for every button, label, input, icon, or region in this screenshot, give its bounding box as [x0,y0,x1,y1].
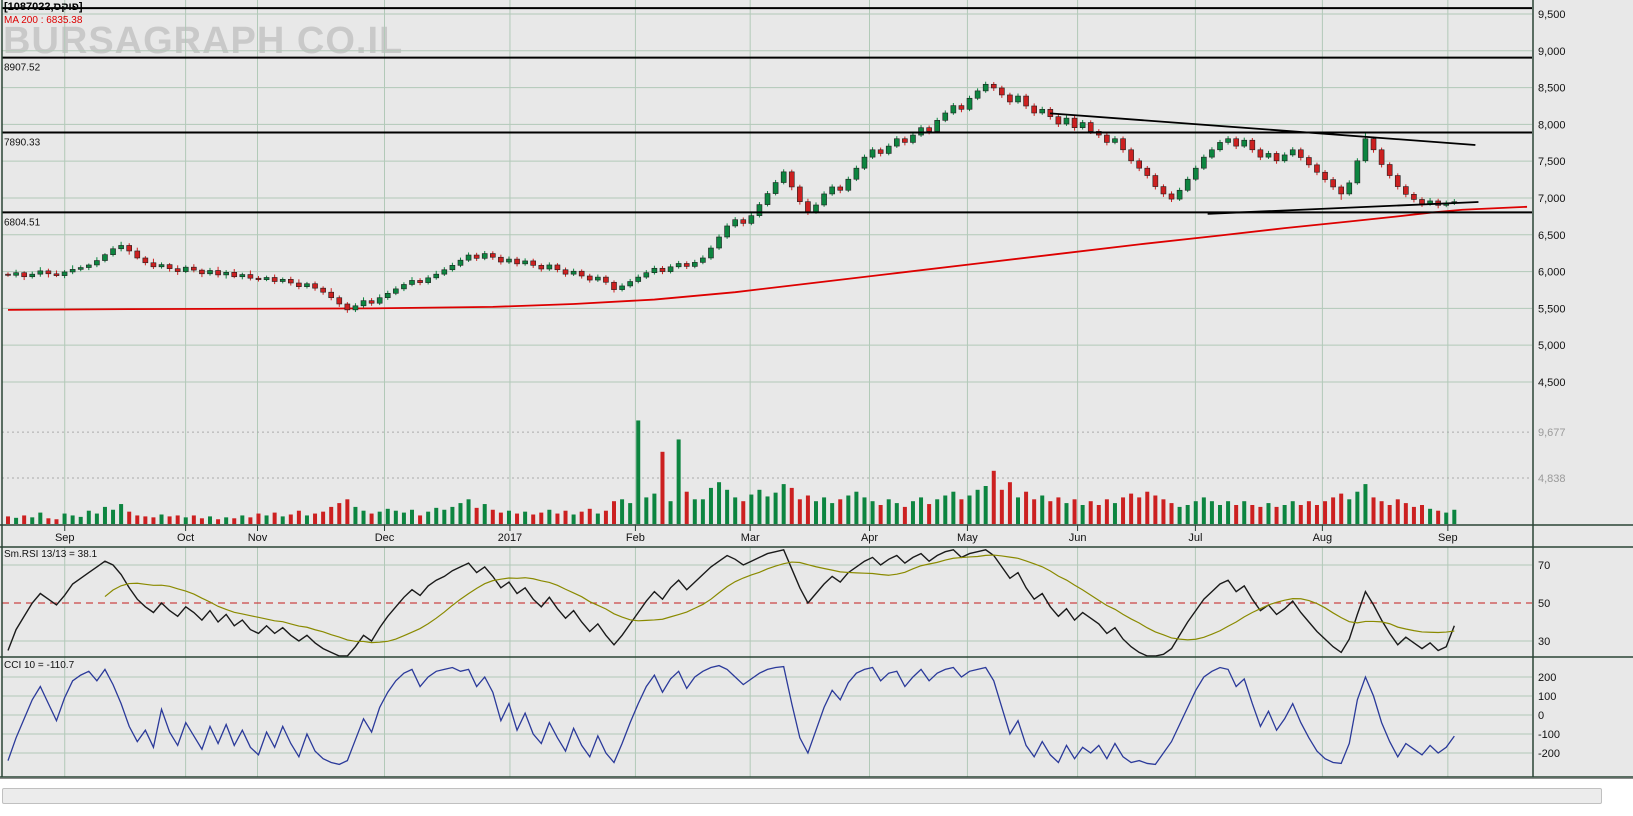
month-label: Sep [55,532,75,544]
axis-labels: 9,500 9,000 8,500 8,000 7,500 7,000 6,500 6,000… [55,9,1566,760]
hline-value-label: 7890.33 [4,137,41,148]
horizontal-scrollbar[interactable] [0,778,1633,816]
price-axis-label: 6,000 [1538,267,1566,279]
month-label: Apr [861,532,878,544]
cci-axis-label: -200 [1538,748,1560,760]
price-axis-label: 7,500 [1538,156,1566,168]
cci-axis-label: 0 [1538,710,1544,722]
month-label: Oct [177,532,194,544]
rsi-panel-label: Sm.RSI 13/13 = 38.1 [4,549,98,560]
scrollbar-thumb[interactable] [2,788,1602,804]
cci-axis-label: 100 [1538,691,1556,703]
panel-separators [0,0,1633,778]
gridlines-layer [2,0,1532,777]
month-label: Jun [1069,532,1087,544]
price-axis-label: 6,500 [1538,230,1566,242]
rsi-axis-label: 30 [1538,636,1550,648]
price-axis-label: 7,000 [1538,193,1566,205]
month-label: Mar [741,532,760,544]
trendlines-layer[interactable] [1049,112,1479,215]
rsi-axis-label: 70 [1538,560,1550,572]
rsi-layer [2,548,1532,657]
month-label: Aug [1313,532,1333,544]
hline-value-label: 8907.52 [4,63,41,74]
cci-layer [7,664,1455,766]
month-label: 2017 [498,532,522,544]
price-axis-label: 8,000 [1538,119,1566,131]
chart-canvas[interactable]: 8907.52 7890.33 6804.51 9,500 9,000 8,500 8,00… [0,0,1633,778]
price-axis-label: 4,500 [1538,377,1566,389]
volume-axis-label: 4,838 [1538,473,1566,485]
symbol-title: [1087022,פוקס] [4,1,83,13]
bursagraph-watermark: BURSAGRAPH CO.IL [3,20,404,62]
month-label: Sep [1438,532,1458,544]
price-axis-label: 8,500 [1538,83,1566,95]
cci-axis-label: 200 [1538,672,1556,684]
month-label: Jul [1188,532,1202,544]
volume-bars-layer [6,420,1457,524]
month-label: Feb [626,532,645,544]
cci-axis-label: -100 [1538,729,1560,741]
month-label: Dec [375,532,395,544]
month-label: Nov [248,532,268,544]
price-axis-label: 9,000 [1538,46,1566,58]
volume-axis-label: 9,677 [1538,427,1566,439]
rsi-axis-label: 50 [1538,598,1550,610]
hline-value-label: 6804.51 [4,217,41,228]
ma200-legend: MA 200 : 6835.38 [4,15,83,26]
cci-panel-label: CCI 10 = -110.7 [4,660,75,671]
ma200-line [7,205,1528,311]
price-axis-label: 9,500 [1538,9,1566,21]
price-axis-label: 5,000 [1538,340,1566,352]
hlines-layer[interactable]: 8907.52 7890.33 6804.51 [2,7,1532,228]
month-label: May [957,532,978,544]
price-axis-label: 5,500 [1538,303,1566,315]
candles-layer [5,81,1458,313]
